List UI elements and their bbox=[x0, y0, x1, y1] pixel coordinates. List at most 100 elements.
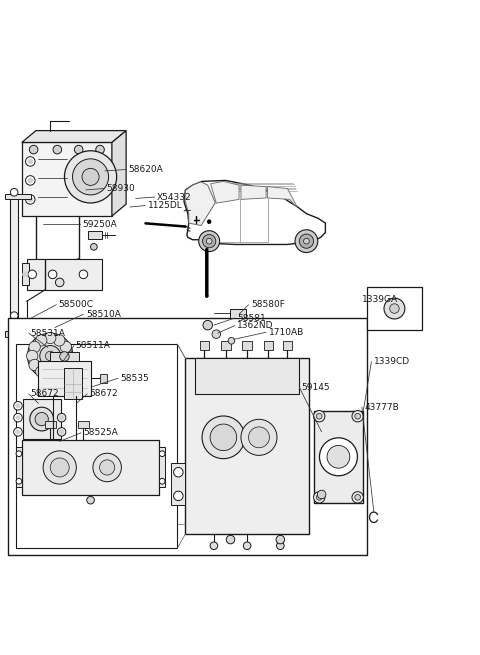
Circle shape bbox=[26, 350, 38, 362]
Circle shape bbox=[249, 427, 269, 448]
Text: 58930: 58930 bbox=[106, 184, 135, 193]
Bar bbox=[367, 287, 422, 330]
Circle shape bbox=[384, 298, 405, 319]
Bar bbox=[78, 421, 89, 428]
Text: X54332: X54332 bbox=[157, 193, 192, 202]
Bar bbox=[9, 318, 367, 555]
Bar bbox=[313, 411, 363, 503]
Circle shape bbox=[28, 178, 33, 183]
Circle shape bbox=[390, 304, 399, 313]
Circle shape bbox=[87, 496, 95, 504]
Text: 43777B: 43777B bbox=[364, 403, 399, 412]
Circle shape bbox=[14, 402, 22, 410]
Circle shape bbox=[241, 419, 277, 455]
Bar bbox=[195, 358, 300, 394]
Circle shape bbox=[313, 411, 325, 422]
Circle shape bbox=[28, 159, 33, 164]
Circle shape bbox=[60, 352, 69, 361]
Bar bbox=[63, 368, 83, 399]
Bar bbox=[229, 309, 246, 318]
Circle shape bbox=[11, 189, 18, 196]
Circle shape bbox=[16, 430, 20, 434]
Circle shape bbox=[72, 159, 108, 195]
Text: 58531A: 58531A bbox=[30, 329, 65, 338]
Circle shape bbox=[159, 451, 165, 457]
Circle shape bbox=[11, 312, 18, 320]
Circle shape bbox=[352, 411, 363, 422]
Circle shape bbox=[303, 238, 309, 244]
Circle shape bbox=[26, 441, 34, 449]
Text: 58620A: 58620A bbox=[129, 165, 163, 174]
Polygon shape bbox=[184, 180, 325, 244]
Text: 1362ND: 1362ND bbox=[237, 321, 274, 330]
Polygon shape bbox=[22, 130, 126, 143]
Circle shape bbox=[57, 428, 66, 436]
Circle shape bbox=[210, 542, 218, 550]
Bar bbox=[221, 341, 230, 350]
Circle shape bbox=[35, 413, 48, 426]
Bar bbox=[22, 143, 112, 216]
Circle shape bbox=[36, 366, 47, 377]
Circle shape bbox=[159, 478, 165, 484]
Circle shape bbox=[56, 278, 64, 287]
Circle shape bbox=[317, 490, 326, 498]
Circle shape bbox=[25, 157, 35, 166]
Circle shape bbox=[98, 147, 102, 151]
Circle shape bbox=[62, 350, 74, 362]
Circle shape bbox=[352, 492, 363, 503]
Text: 1125DL: 1125DL bbox=[147, 201, 182, 210]
Circle shape bbox=[53, 145, 61, 154]
Circle shape bbox=[91, 244, 97, 250]
Bar bbox=[38, 361, 91, 396]
Circle shape bbox=[228, 337, 235, 344]
Text: 58580F: 58580F bbox=[251, 300, 285, 309]
Circle shape bbox=[207, 220, 211, 223]
Circle shape bbox=[202, 416, 245, 458]
Circle shape bbox=[60, 416, 63, 420]
Circle shape bbox=[295, 230, 318, 253]
Circle shape bbox=[60, 341, 72, 352]
Circle shape bbox=[226, 535, 235, 544]
Circle shape bbox=[25, 195, 35, 204]
Circle shape bbox=[316, 413, 322, 419]
Circle shape bbox=[79, 270, 88, 278]
Circle shape bbox=[29, 145, 38, 154]
Circle shape bbox=[355, 413, 360, 419]
Bar bbox=[185, 358, 309, 534]
Circle shape bbox=[355, 495, 360, 500]
Circle shape bbox=[82, 168, 99, 185]
Circle shape bbox=[276, 535, 285, 544]
Circle shape bbox=[48, 270, 57, 278]
Bar bbox=[23, 399, 60, 439]
Circle shape bbox=[320, 438, 358, 476]
Circle shape bbox=[210, 424, 237, 451]
Circle shape bbox=[93, 453, 121, 481]
Circle shape bbox=[96, 145, 104, 154]
Circle shape bbox=[54, 366, 65, 377]
Circle shape bbox=[57, 413, 66, 422]
Circle shape bbox=[14, 413, 22, 422]
Bar bbox=[242, 341, 252, 350]
Text: 1339CD: 1339CD bbox=[374, 357, 410, 366]
Circle shape bbox=[206, 238, 212, 244]
Polygon shape bbox=[112, 130, 126, 216]
Bar bbox=[200, 341, 209, 350]
Circle shape bbox=[16, 478, 22, 484]
Circle shape bbox=[32, 147, 36, 151]
Circle shape bbox=[43, 451, 76, 484]
Text: 58511A: 58511A bbox=[75, 341, 110, 350]
Circle shape bbox=[205, 323, 210, 328]
Circle shape bbox=[45, 332, 56, 344]
FancyArrowPatch shape bbox=[145, 223, 185, 227]
Circle shape bbox=[28, 270, 36, 278]
Bar bbox=[16, 344, 178, 548]
Circle shape bbox=[313, 492, 325, 503]
Circle shape bbox=[74, 145, 83, 154]
Polygon shape bbox=[267, 187, 297, 206]
Bar bbox=[264, 341, 273, 350]
Text: 59145: 59145 bbox=[301, 383, 330, 392]
Bar bbox=[100, 373, 107, 383]
Text: 58581: 58581 bbox=[237, 314, 266, 322]
Circle shape bbox=[93, 246, 96, 248]
Circle shape bbox=[16, 451, 22, 457]
